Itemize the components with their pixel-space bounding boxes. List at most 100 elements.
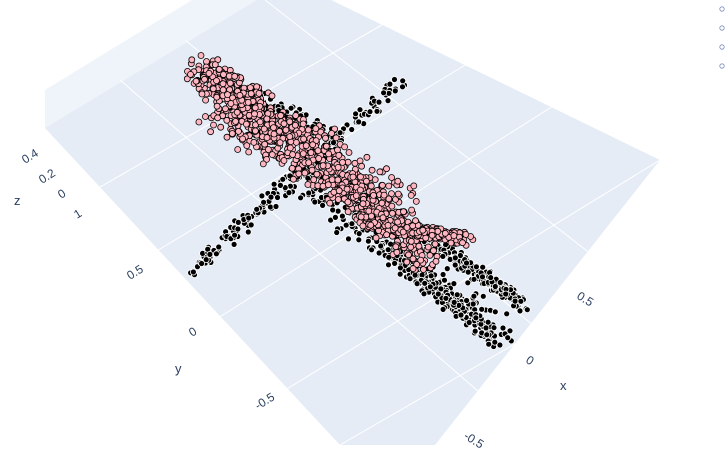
pink-point (263, 155, 271, 163)
legend-marker[interactable] (719, 63, 725, 69)
pink-point (410, 182, 418, 190)
black-point (206, 250, 214, 258)
pink-point (277, 112, 285, 119)
black-point (470, 292, 478, 300)
z-tick-0: 0.4 (19, 146, 41, 167)
pink-point (313, 170, 321, 178)
pink-point (315, 155, 323, 162)
pink-point (232, 118, 240, 125)
pink-point (334, 176, 342, 184)
black-point (375, 98, 383, 106)
black-point (334, 207, 342, 215)
pink-point (282, 126, 290, 134)
pink-point (213, 77, 220, 84)
black-point (336, 129, 344, 137)
black-point (439, 271, 447, 278)
black-point (364, 237, 372, 245)
black-point (464, 268, 472, 276)
pink-point (388, 209, 396, 217)
black-point (287, 104, 295, 112)
black-point (439, 305, 447, 313)
pink-point (203, 58, 210, 65)
pink-point (239, 135, 247, 143)
pink-point (286, 144, 294, 152)
pink-point (403, 258, 411, 266)
y-tick-1: 0.5 (124, 262, 146, 283)
black-point (399, 77, 407, 85)
black-point (368, 246, 376, 254)
pink-point (358, 162, 366, 170)
black-point (484, 318, 492, 326)
pink-point (251, 104, 259, 112)
black-point (348, 126, 356, 133)
black-point (276, 181, 284, 189)
black-point (491, 283, 499, 290)
black-point (212, 250, 220, 258)
black-point (253, 205, 261, 213)
pink-point (308, 166, 316, 174)
black-point (506, 327, 514, 335)
pink-point (334, 196, 342, 203)
black-point (479, 273, 486, 281)
pink-point (419, 266, 427, 273)
legend-marker[interactable] (719, 25, 725, 31)
pink-point (209, 85, 217, 93)
pink-point (264, 146, 272, 153)
pink-point (367, 221, 375, 229)
pink-point (188, 56, 196, 64)
black-point (247, 221, 255, 229)
z-tick-2: 0 (55, 186, 68, 202)
pink-point (280, 157, 288, 164)
pink-point (367, 182, 375, 190)
pink-point (247, 90, 255, 97)
black-point (471, 327, 479, 335)
pink-point (213, 102, 221, 110)
pink-point (341, 143, 349, 151)
black-point (491, 308, 499, 316)
pink-point (309, 141, 317, 149)
black-point (457, 311, 465, 319)
black-point (434, 290, 442, 298)
black-point (479, 292, 487, 300)
y-axis-title: y (175, 361, 182, 376)
black-point (499, 324, 507, 332)
pink-point (226, 79, 234, 87)
black-point (384, 97, 392, 104)
black-point (355, 230, 363, 238)
x-axis-title: x (560, 378, 567, 393)
y-tick-3: -0.5 (252, 390, 277, 413)
pink-point (328, 129, 336, 137)
black-point (450, 280, 458, 288)
pink-point (291, 121, 299, 129)
z-tick-1: 0.2 (36, 166, 58, 187)
legend-marker[interactable] (719, 44, 725, 50)
grid-line-y-0 (119, 79, 541, 446)
legend[interactable] (719, 6, 725, 69)
black-point (453, 291, 461, 299)
legend-marker[interactable] (719, 6, 725, 12)
pink-point (268, 151, 276, 159)
pink-point (205, 70, 213, 77)
pink-point (227, 100, 235, 107)
black-point (523, 306, 531, 314)
pink-point (302, 142, 310, 150)
pink-point (394, 177, 402, 185)
pink-point (223, 133, 231, 141)
x-tick-2: -0.5 (461, 429, 486, 452)
x-tick-1: 0 (523, 353, 536, 369)
black-point (427, 272, 435, 280)
black-point (482, 324, 490, 332)
black-point (189, 268, 197, 276)
pink-point (305, 159, 313, 167)
z-axis: 0.4 0.2 0 z (14, 146, 69, 208)
black-point (516, 307, 524, 315)
pink-point (286, 118, 294, 126)
black-point (272, 203, 280, 210)
grid-line-x-1 (149, 19, 541, 256)
pink-point (422, 234, 430, 242)
black-point (391, 87, 399, 95)
pink-point (217, 123, 225, 131)
pink-point (409, 255, 417, 263)
